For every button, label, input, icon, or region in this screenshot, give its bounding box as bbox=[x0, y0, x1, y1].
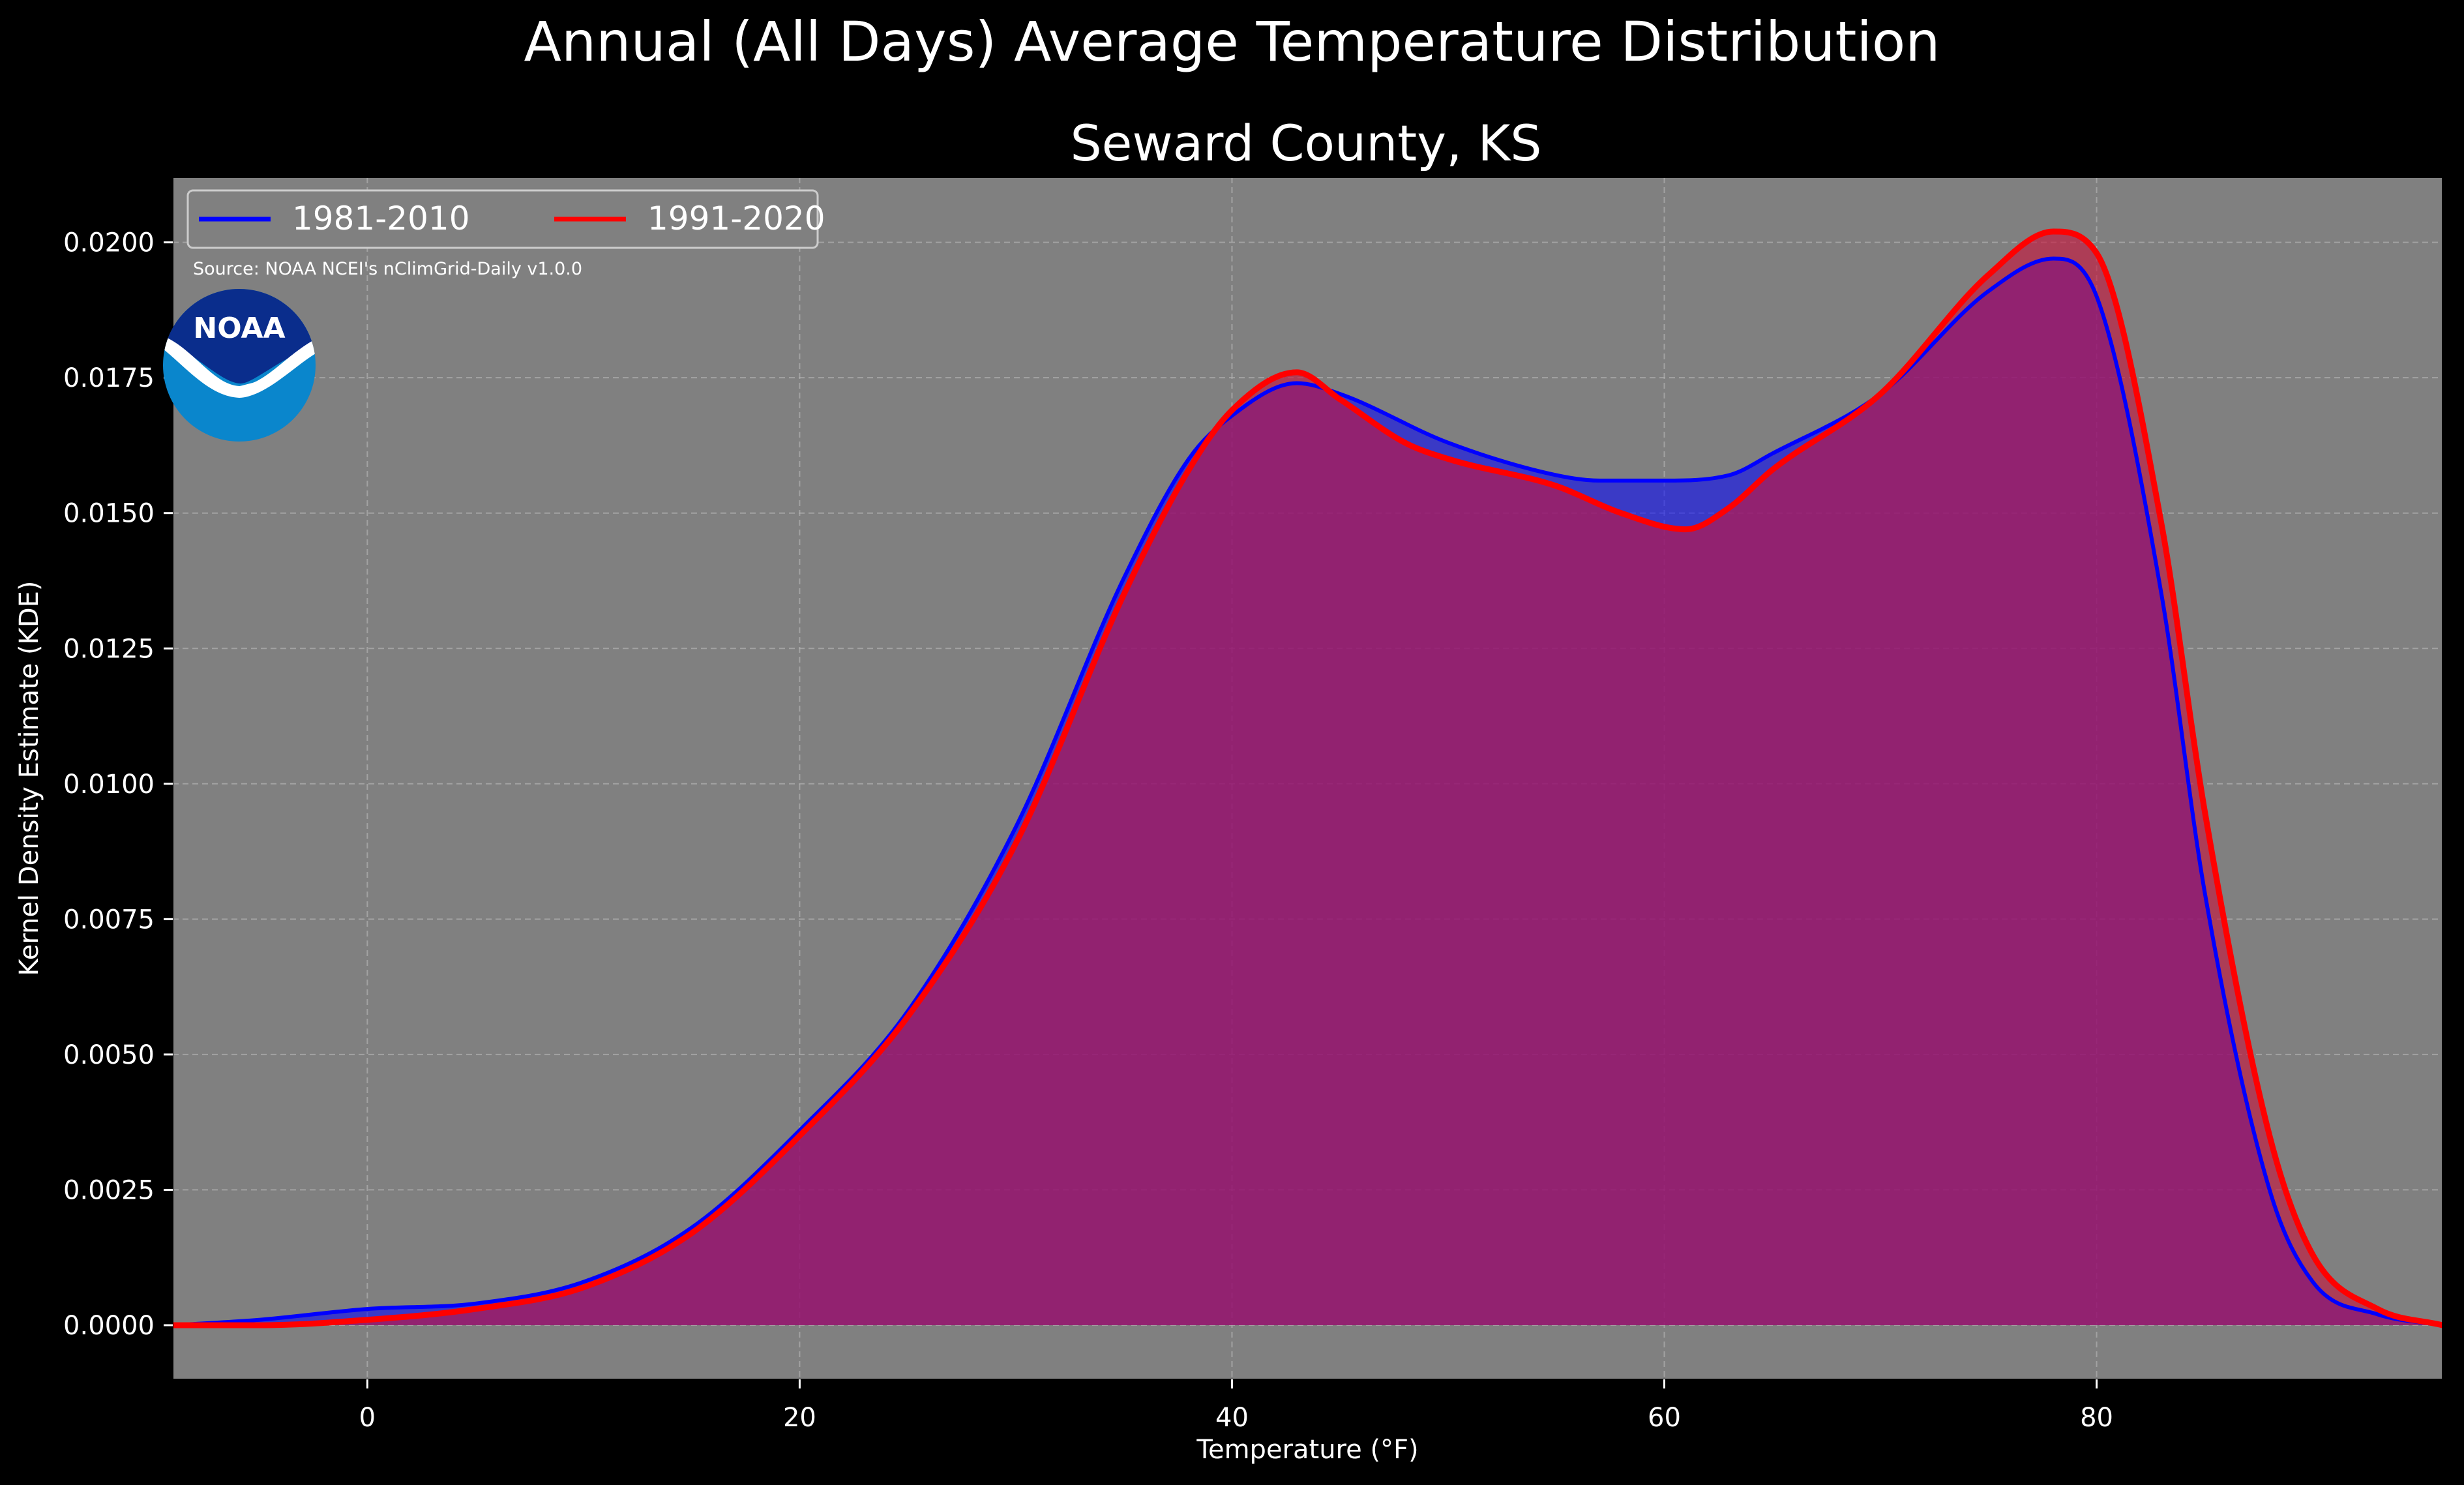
y-tick-label: 0.0100 bbox=[63, 770, 155, 800]
source-note: Source: NOAA NCEI's nClimGrid-Daily v1.0… bbox=[193, 259, 582, 279]
y-tick-label: 0.0000 bbox=[63, 1311, 155, 1341]
figure-title: Annual (All Days) Average Temperature Di… bbox=[524, 10, 1940, 74]
noaa-logo-text: NOAA bbox=[193, 312, 285, 345]
legend-label: 1981-2010 bbox=[292, 200, 470, 237]
legend: 1981-2010 1991-2020 bbox=[186, 189, 825, 249]
series-line-1991-2020 bbox=[173, 228, 2444, 1328]
y-tick-label: 0.0075 bbox=[63, 905, 155, 935]
legend-frame bbox=[186, 189, 819, 249]
axes: 0 20 40 60 80 0.0000 0.0025 0.0050 0.0075 0.0100 0… bbox=[63, 177, 2443, 1433]
y-tick-label: 0.0175 bbox=[63, 363, 155, 393]
y-tick-label: 0.0200 bbox=[63, 228, 155, 258]
noaa-logo: NOAA bbox=[163, 289, 316, 442]
x-tick-label: 20 bbox=[783, 1403, 816, 1433]
x-tick-label: 40 bbox=[1215, 1403, 1249, 1433]
legend-label: 1991-2020 bbox=[647, 200, 825, 237]
y-tick-label: 0.0050 bbox=[63, 1040, 155, 1070]
plot-frame bbox=[172, 177, 2443, 1380]
x-axis-label: Temperature (°F) bbox=[1196, 1435, 1418, 1465]
series-layer bbox=[172, 228, 2444, 1328]
y-tick-label: 0.0150 bbox=[63, 499, 155, 529]
series-fill-1991-2020 bbox=[173, 232, 2442, 1325]
x-tick-label: 80 bbox=[2080, 1403, 2113, 1433]
x-tick-label: 0 bbox=[359, 1403, 376, 1433]
y-tick-label: 0.0125 bbox=[63, 634, 155, 664]
y-tick-label: 0.0025 bbox=[63, 1175, 155, 1205]
y-axis-label: Kernel Density Estimate (KDE) bbox=[14, 580, 44, 976]
chart-subtitle: Seward County, KS bbox=[1070, 114, 1542, 172]
x-tick-label: 60 bbox=[1648, 1403, 1681, 1433]
series-line-1981-2010 bbox=[172, 256, 2443, 1327]
